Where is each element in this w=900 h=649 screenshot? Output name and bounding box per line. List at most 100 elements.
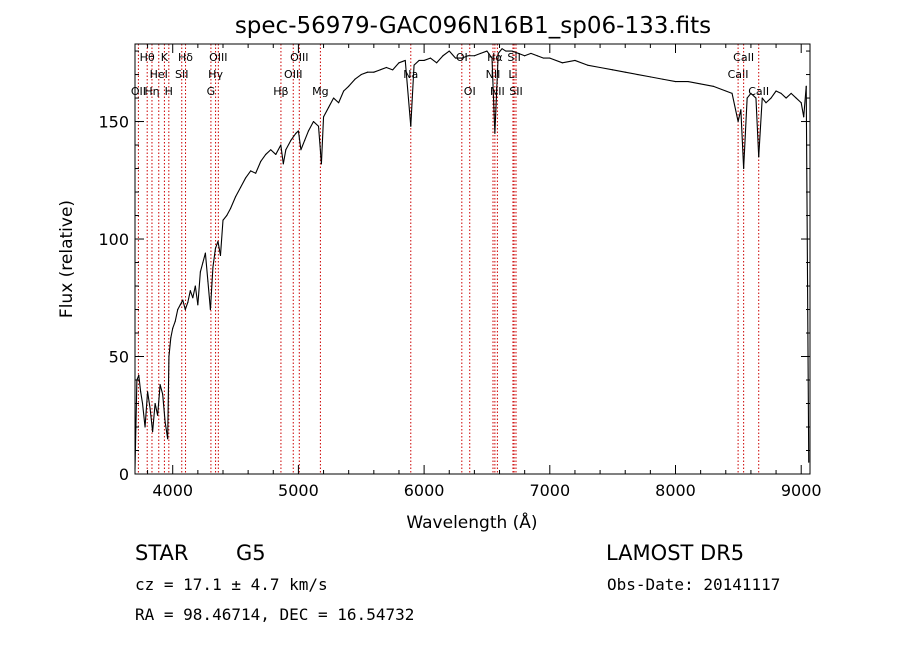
- spectrum-segment: [168, 337, 172, 358]
- spectrum-segment: [184, 301, 189, 311]
- line-marker-label: CaII: [733, 51, 754, 64]
- spectrum-segment: [312, 120, 320, 127]
- line-markers: OIIHθHηHeIKHSIIHδGHγOIIIHβOIIIOIIIMgNaOI…: [131, 44, 769, 474]
- spectrum-segment: [755, 97, 760, 158]
- subclass: G5: [236, 541, 266, 565]
- line-marker-label: K: [161, 51, 169, 64]
- spectrum-segment: [212, 247, 216, 268]
- spectrum-segment: [265, 149, 272, 155]
- spectrum-segment: [712, 85, 727, 92]
- spectrum-segment: [461, 55, 469, 59]
- spectrum-segment: [209, 266, 214, 311]
- spectrum-segment: [300, 139, 306, 151]
- spectrum-segment: [800, 102, 805, 118]
- x-tick-label: 8000: [655, 481, 696, 500]
- x-tick-label: 4000: [152, 481, 193, 500]
- spectrum-segment: [770, 90, 777, 99]
- spectrum-segment: [199, 261, 204, 273]
- spectrum-segment: [170, 327, 174, 339]
- spectrum-segment: [270, 149, 277, 155]
- x-tick-label: 6000: [404, 481, 445, 500]
- spectrum-segment: [491, 57, 496, 134]
- survey-label: LAMOST DR5: [606, 541, 745, 565]
- y-tick-label: 150: [98, 113, 129, 132]
- spectrum-segment: [586, 64, 601, 69]
- spectrum-segment: [442, 50, 450, 57]
- spectrum-segment: [172, 320, 176, 329]
- spectrum-segment: [373, 69, 381, 73]
- spectrum-segment: [333, 97, 340, 104]
- spectrum-segment: [750, 92, 757, 99]
- x-axis-label: Wavelength (Å): [406, 511, 537, 533]
- spectrum-segment: [687, 81, 702, 85]
- spectrum-segment: [599, 66, 614, 71]
- spectrum-segment: [177, 304, 181, 311]
- spectrum-segment: [758, 97, 763, 158]
- spectrum-segment: [473, 52, 482, 57]
- line-marker-label: OIII: [209, 51, 227, 64]
- spectrum-segment: [624, 71, 639, 76]
- line-marker-label: G: [207, 85, 216, 98]
- y-tick-label: 0: [119, 465, 129, 484]
- line-marker-label: Hα: [487, 51, 503, 64]
- line-marker-label: OIII: [284, 68, 302, 81]
- spectrum-segment: [343, 85, 350, 92]
- line-marker-label: HeI: [150, 68, 168, 81]
- line-marker-label: OI: [464, 85, 476, 98]
- line-marker-label: Mg: [312, 85, 328, 98]
- spectrum-segment: [497, 48, 503, 54]
- spectrum-segment: [731, 92, 739, 123]
- spectrum-segment: [385, 66, 394, 71]
- spectrum-segment: [574, 59, 589, 66]
- spectrum-segment: [250, 170, 257, 174]
- spectrum-segment: [328, 97, 335, 108]
- spectrum-segment: [144, 391, 149, 428]
- spectrum-segment: [429, 57, 438, 64]
- spectrum-segment: [360, 71, 369, 76]
- spectrum-segment: [448, 50, 457, 59]
- spectrum-segment: [524, 52, 532, 57]
- spectrum-segment: [790, 92, 797, 99]
- spectrum-segment: [746, 92, 752, 99]
- spectrum-segment: [140, 391, 144, 405]
- y-tick-label: 100: [98, 230, 129, 249]
- spectrum-segment: [737, 109, 742, 123]
- spectrum-segment: [235, 186, 242, 198]
- spectrum-segment: [226, 207, 232, 217]
- spectrum-segment: [149, 407, 154, 433]
- spectrum-segment: [494, 52, 499, 134]
- spectrum-segment: [805, 85, 810, 463]
- line-marker-label: SII: [509, 85, 522, 98]
- line-marker-label: Hθ: [140, 51, 155, 64]
- line-marker-label: CaII: [728, 68, 749, 81]
- spectrum-segment: [413, 59, 420, 66]
- spectrum-segment: [480, 50, 488, 54]
- spectrum-segment: [157, 384, 161, 416]
- spectrum-segment: [189, 290, 194, 299]
- spectrum-series: [134, 48, 810, 470]
- spectrum-segment: [222, 214, 228, 221]
- spectrum-segment: [204, 252, 209, 282]
- spectrum-segment: [147, 391, 151, 409]
- spectrum-segment: [260, 153, 267, 163]
- spectrum-segment: [197, 271, 201, 306]
- line-marker-label: Hη: [144, 85, 159, 98]
- spectrum-segment: [138, 374, 142, 393]
- line-marker-label: OI: [456, 51, 468, 64]
- spectrum-segment: [159, 384, 164, 395]
- spectrum-segment: [182, 299, 186, 311]
- spectrum-segment: [501, 48, 507, 52]
- object-class: STAR: [135, 541, 189, 565]
- spectrum-segment: [517, 52, 526, 57]
- spectrum-segment: [229, 196, 237, 210]
- spectrum-segment: [240, 177, 247, 188]
- axis-ticks: 4000 5000 6000 7000 8000 9000 0 50 100 150: [98, 44, 822, 500]
- spectrum-segment: [304, 130, 310, 141]
- spectrum-segment: [202, 252, 206, 264]
- spectrum-segment: [320, 116, 325, 165]
- spectrum-segment: [307, 120, 315, 132]
- spectrum-segment: [174, 308, 179, 322]
- spectrum-segment: [290, 132, 297, 141]
- spectrum-segment: [740, 109, 745, 170]
- redshift-readout: cz = 17.1 ± 4.7 km/s: [135, 575, 328, 594]
